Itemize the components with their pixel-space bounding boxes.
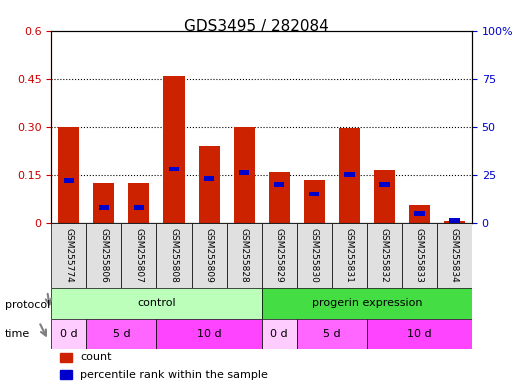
Bar (414, 211, 425, 215)
Bar (444, 221, 465, 223)
Text: GSM255832: GSM255832 (379, 225, 389, 285)
Text: GSM255828: GSM255828 (240, 228, 249, 283)
Bar (269, 172, 290, 223)
Text: control: control (137, 298, 176, 308)
Text: 0 d: 0 d (270, 329, 288, 339)
Text: GSM255829: GSM255829 (274, 228, 284, 283)
Text: GSM255807: GSM255807 (134, 225, 144, 285)
Bar (274, 182, 284, 187)
Text: GSM255808: GSM255808 (169, 228, 179, 283)
Bar (134, 205, 144, 210)
Bar (239, 170, 249, 175)
FancyBboxPatch shape (86, 319, 156, 349)
FancyBboxPatch shape (367, 223, 402, 288)
Bar (449, 218, 460, 223)
Text: 5 d: 5 d (323, 329, 341, 339)
Text: GSM255834: GSM255834 (449, 225, 460, 285)
Bar (128, 183, 149, 223)
Bar (199, 146, 220, 223)
Text: 10 d: 10 d (196, 329, 222, 339)
FancyBboxPatch shape (227, 223, 262, 288)
Bar (374, 170, 395, 223)
Text: time: time (5, 329, 30, 339)
Text: GSM255831: GSM255831 (344, 225, 354, 285)
Text: count: count (80, 353, 111, 362)
FancyBboxPatch shape (156, 319, 262, 349)
Bar (379, 182, 389, 187)
Text: GSM255833: GSM255833 (415, 225, 424, 285)
Bar (344, 172, 354, 177)
Text: 0 d: 0 d (60, 329, 77, 339)
FancyBboxPatch shape (122, 223, 156, 288)
FancyBboxPatch shape (262, 223, 297, 288)
FancyBboxPatch shape (86, 223, 122, 288)
FancyBboxPatch shape (332, 223, 367, 288)
Text: GSM255809: GSM255809 (205, 228, 213, 283)
Text: GSM255833: GSM255833 (415, 228, 424, 283)
Bar (409, 205, 430, 223)
Text: GSM255832: GSM255832 (380, 228, 389, 283)
Text: GSM255806: GSM255806 (99, 225, 109, 285)
Text: GSM255774: GSM255774 (64, 228, 73, 283)
Text: protocol: protocol (5, 300, 50, 310)
FancyBboxPatch shape (437, 223, 472, 288)
Bar (164, 76, 185, 223)
Text: GSM255830: GSM255830 (309, 225, 319, 285)
Bar (60, 370, 72, 379)
Text: GSM255834: GSM255834 (450, 228, 459, 283)
FancyBboxPatch shape (297, 319, 367, 349)
FancyBboxPatch shape (51, 319, 86, 349)
Text: 10 d: 10 d (407, 329, 432, 339)
FancyBboxPatch shape (402, 223, 437, 288)
Text: percentile rank within the sample: percentile rank within the sample (80, 370, 268, 380)
Bar (93, 183, 114, 223)
Text: GSM255809: GSM255809 (204, 225, 214, 285)
Text: GSM255774: GSM255774 (64, 225, 74, 285)
Text: GSM255831: GSM255831 (345, 228, 354, 283)
Text: 5 d: 5 d (112, 329, 130, 339)
FancyBboxPatch shape (191, 223, 227, 288)
Text: GSM255830: GSM255830 (310, 228, 319, 283)
Text: GSM255828: GSM255828 (239, 225, 249, 285)
Text: GSM255807: GSM255807 (134, 228, 144, 283)
Text: GDS3495 / 282084: GDS3495 / 282084 (184, 19, 329, 34)
FancyBboxPatch shape (156, 223, 191, 288)
Bar (60, 353, 72, 362)
FancyBboxPatch shape (262, 319, 297, 349)
Bar (304, 180, 325, 223)
FancyBboxPatch shape (51, 223, 86, 288)
Bar (64, 178, 74, 183)
FancyBboxPatch shape (262, 288, 472, 319)
Bar (204, 176, 214, 181)
FancyBboxPatch shape (297, 223, 332, 288)
Bar (339, 128, 360, 223)
Text: GSM255808: GSM255808 (169, 225, 179, 285)
FancyBboxPatch shape (51, 288, 262, 319)
Text: GSM255806: GSM255806 (100, 228, 108, 283)
Bar (169, 167, 179, 171)
Bar (58, 127, 80, 223)
Text: progerin expression: progerin expression (311, 298, 422, 308)
FancyBboxPatch shape (367, 319, 472, 349)
Text: GSM255829: GSM255829 (274, 225, 284, 285)
Bar (233, 127, 254, 223)
Bar (309, 192, 320, 196)
Bar (98, 205, 109, 210)
